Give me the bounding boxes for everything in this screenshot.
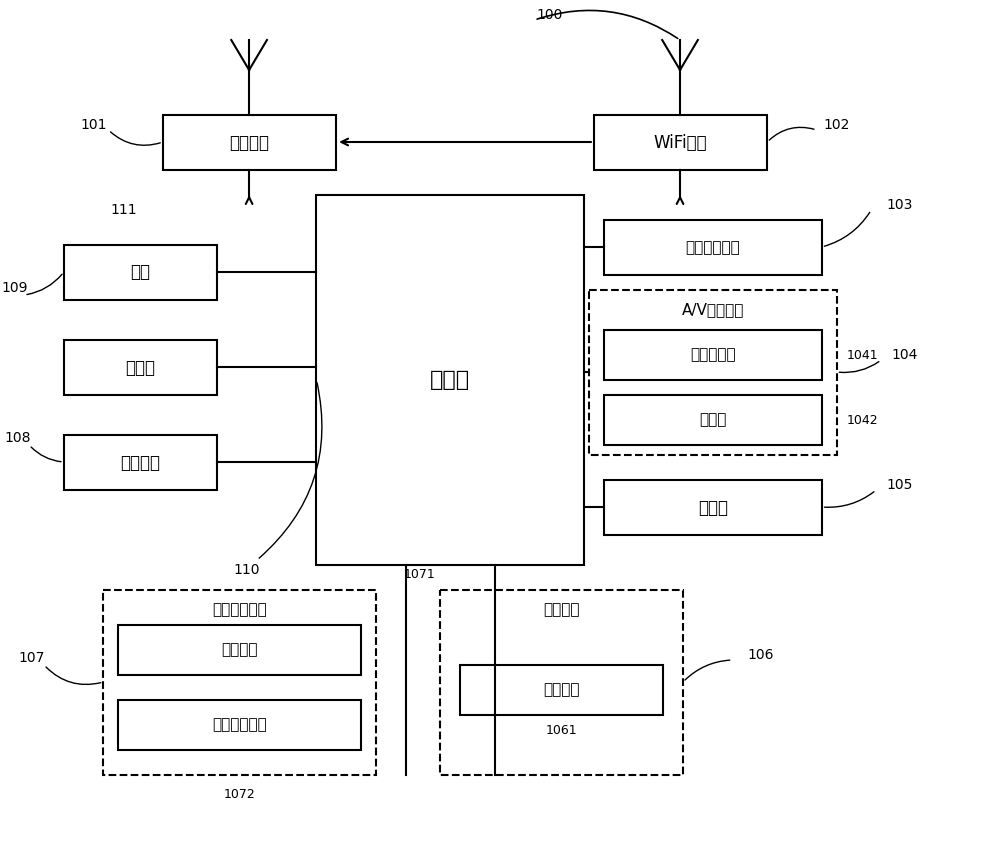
Text: 1071: 1071 bbox=[404, 568, 435, 581]
Bar bbox=[604, 395, 822, 445]
Bar bbox=[64, 340, 217, 395]
Bar bbox=[103, 590, 376, 775]
Bar bbox=[64, 435, 217, 490]
Text: 100: 100 bbox=[536, 8, 562, 22]
Text: 显示单元: 显示单元 bbox=[543, 603, 580, 617]
Text: A/V输入单元: A/V输入单元 bbox=[682, 302, 744, 318]
Bar bbox=[118, 625, 361, 675]
Bar bbox=[64, 245, 217, 300]
Text: 用户输入单元: 用户输入单元 bbox=[212, 603, 267, 617]
Bar bbox=[118, 700, 361, 750]
Bar bbox=[594, 115, 767, 170]
Text: 其他输入设备: 其他输入设备 bbox=[212, 717, 267, 733]
Bar bbox=[604, 220, 822, 275]
Text: 1061: 1061 bbox=[545, 723, 577, 736]
Text: 接口单元: 接口单元 bbox=[121, 454, 161, 472]
Text: 103: 103 bbox=[886, 198, 912, 212]
Text: 107: 107 bbox=[18, 651, 44, 665]
Text: 105: 105 bbox=[886, 478, 912, 492]
Text: 102: 102 bbox=[823, 118, 850, 132]
Text: 104: 104 bbox=[891, 348, 917, 362]
Text: 显示面板: 显示面板 bbox=[543, 682, 580, 698]
Text: 106: 106 bbox=[747, 648, 774, 662]
Text: 111: 111 bbox=[110, 203, 137, 217]
Text: 图形处理器: 图形处理器 bbox=[690, 348, 736, 362]
Text: 电源: 电源 bbox=[131, 264, 151, 282]
Bar bbox=[440, 590, 683, 775]
Text: 108: 108 bbox=[4, 431, 31, 445]
Text: 传感器: 传感器 bbox=[698, 498, 728, 516]
Text: 1042: 1042 bbox=[846, 413, 878, 426]
Bar bbox=[604, 330, 822, 380]
Text: 射频单元: 射频单元 bbox=[230, 134, 270, 152]
Text: 110: 110 bbox=[234, 563, 260, 577]
Text: 1072: 1072 bbox=[223, 788, 255, 801]
Text: 101: 101 bbox=[80, 118, 107, 132]
Bar bbox=[604, 480, 822, 535]
Bar bbox=[163, 115, 336, 170]
Text: 音频输出单元: 音频输出单元 bbox=[685, 240, 740, 255]
Text: 处理器: 处理器 bbox=[430, 370, 470, 390]
Text: 1041: 1041 bbox=[846, 348, 878, 361]
Bar bbox=[460, 665, 663, 715]
Text: 109: 109 bbox=[1, 281, 28, 295]
Text: 触控面板: 触控面板 bbox=[221, 643, 258, 657]
Bar bbox=[316, 195, 584, 565]
Text: WiFi模块: WiFi模块 bbox=[654, 134, 707, 152]
Text: 存储器: 存储器 bbox=[126, 359, 156, 377]
Bar bbox=[589, 290, 837, 455]
Text: 麦克风: 麦克风 bbox=[699, 413, 726, 427]
